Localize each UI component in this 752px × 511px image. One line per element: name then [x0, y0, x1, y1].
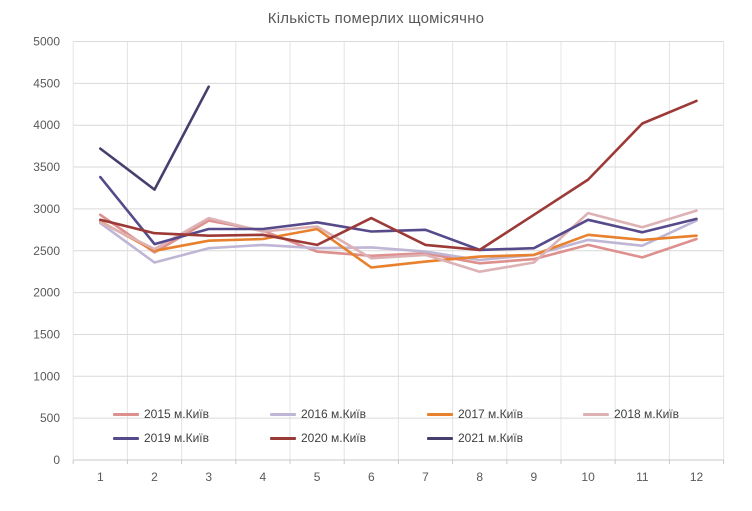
x-tick-label: 3 — [205, 470, 212, 484]
x-tick-label: 9 — [531, 470, 538, 484]
x-tick-label: 4 — [260, 470, 267, 484]
x-tick-label: 12 — [690, 470, 704, 484]
series-line-2016 — [99, 219, 698, 264]
x-tick-label: 7 — [422, 470, 429, 484]
x-tick-label: 2 — [151, 470, 158, 484]
y-tick-label: 500 — [40, 411, 60, 425]
x-tick-label: 11 — [636, 470, 649, 484]
series-line-2018 — [99, 209, 698, 274]
y-tick-label: 4000 — [33, 118, 60, 132]
y-tick-label: 2000 — [33, 286, 60, 300]
x-tick-label: 1 — [97, 470, 104, 484]
series-line-2017 — [99, 220, 698, 269]
y-tick-label: 4500 — [33, 76, 60, 90]
chart-title: Кількість померлих щомісячно — [267, 10, 485, 27]
x-tick-label: 6 — [368, 470, 375, 484]
y-tick-label: 3500 — [33, 160, 60, 174]
y-tick-label: 1500 — [33, 327, 60, 341]
x-tick-label: 5 — [314, 470, 321, 484]
x-tick-label: 8 — [476, 470, 483, 484]
y-tick-label: 1000 — [33, 369, 60, 383]
series-line-2021 — [99, 85, 210, 191]
series-line-2015 — [99, 213, 698, 265]
y-tick-label: 0 — [53, 453, 60, 467]
y-tick-label: 2500 — [33, 244, 60, 258]
x-tick-label: 10 — [581, 470, 595, 484]
y-tick-label: 3000 — [33, 202, 60, 216]
y-tick-label: 5000 — [33, 35, 60, 49]
series-line-2020 — [99, 99, 698, 252]
